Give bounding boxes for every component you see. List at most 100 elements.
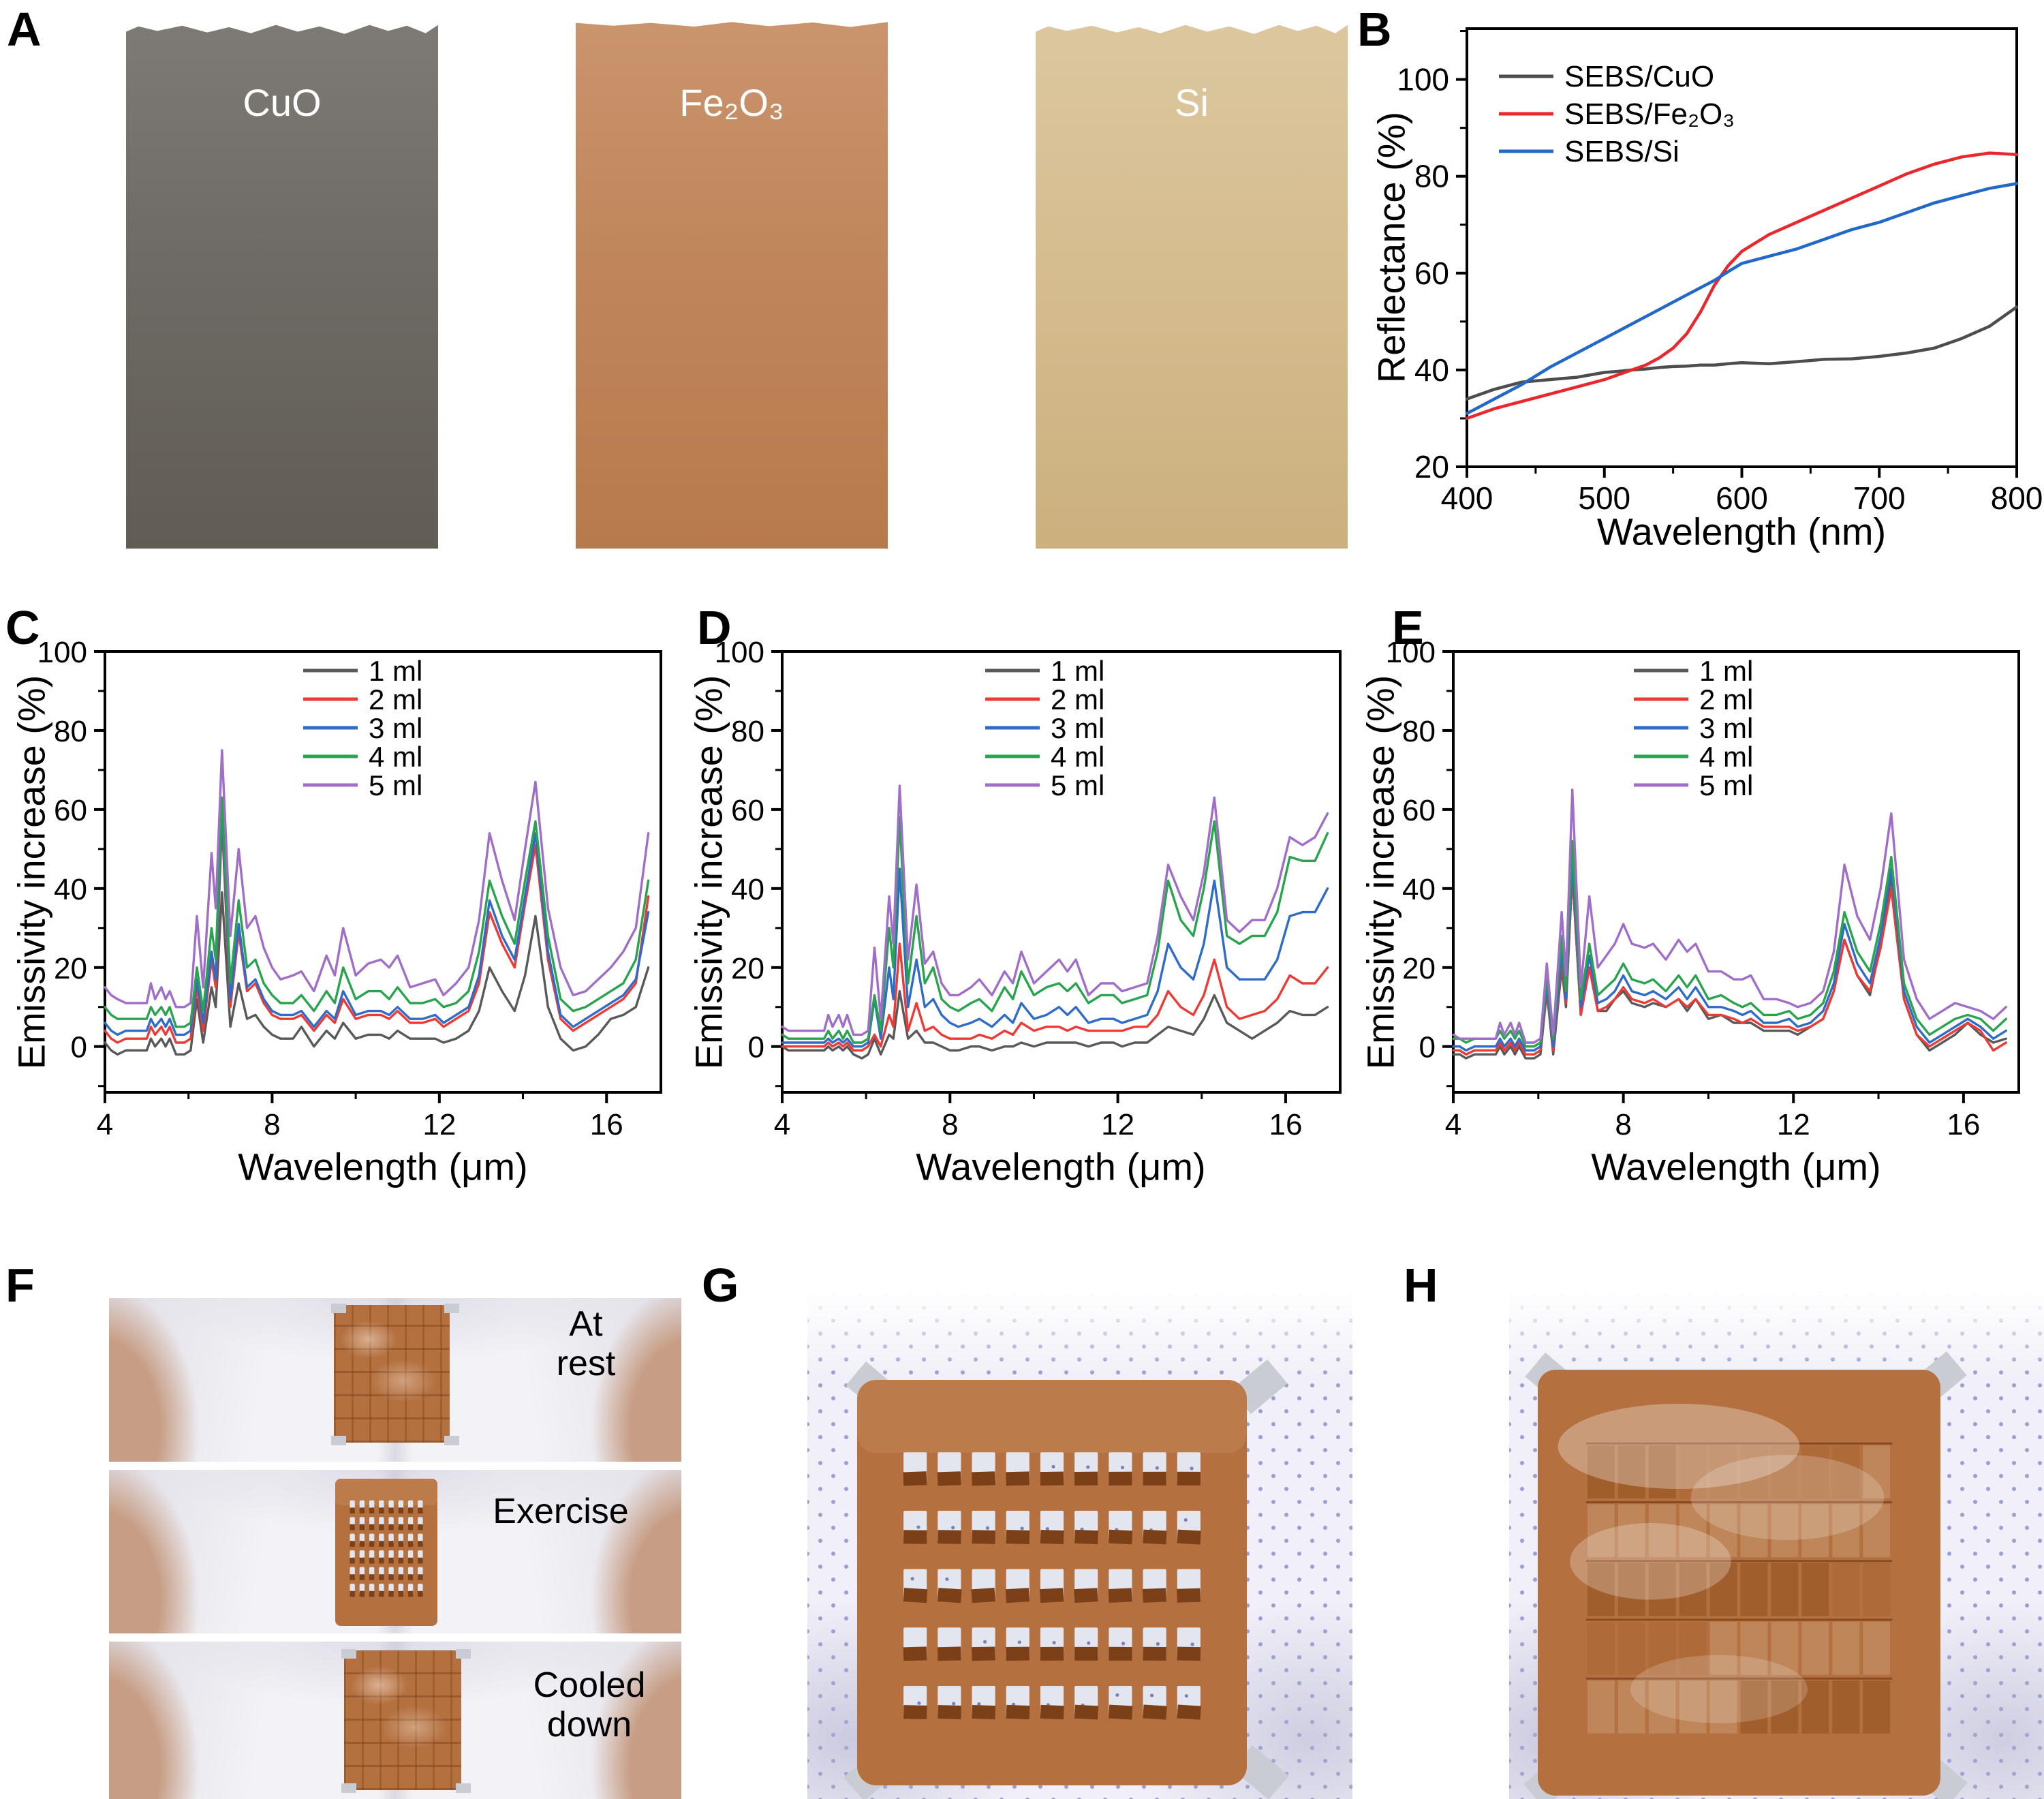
open-flap	[378, 1590, 384, 1597]
legend-label: 2 ml	[1699, 683, 1753, 716]
open-flap	[1006, 1530, 1030, 1544]
x-tick-label: 400	[1441, 480, 1493, 516]
open-flap	[417, 1541, 423, 1548]
legend-label: 1 ml	[1051, 655, 1104, 687]
x-tick-label: 16	[590, 1108, 623, 1141]
open-flap	[379, 1557, 384, 1564]
series-line-SEBS/Fe₂O₃	[1465, 151, 2019, 420]
closed-flap	[1617, 1504, 1645, 1558]
open-flap	[379, 1524, 384, 1531]
open-flap	[1040, 1471, 1064, 1486]
x-tick-label: 12	[1101, 1108, 1134, 1141]
open-flap	[971, 1588, 995, 1603]
open-flap	[350, 1507, 355, 1514]
y-tick-label: 80	[1414, 159, 1449, 194]
closed-flap	[1771, 1680, 1799, 1734]
open-flap	[903, 1588, 928, 1603]
open-flap	[350, 1590, 356, 1597]
vent-patch-open	[335, 1479, 437, 1626]
open-flap	[1109, 1471, 1132, 1486]
open-flap	[1040, 1529, 1064, 1545]
x-tick-label: 16	[1947, 1108, 1980, 1141]
closed-flap	[1740, 1563, 1768, 1616]
e-x-axis-title: Wavelength (μm)	[1591, 1145, 1881, 1188]
open-flap	[1108, 1588, 1132, 1603]
chart-c: 4 8 12 16 0 20 40 60 80 100 1 ml2 ml3 ml4 ml5 ml	[37, 636, 662, 1141]
closed-flap	[1679, 1622, 1707, 1675]
x-tick-label: 4	[774, 1108, 790, 1141]
open-flap	[1040, 1588, 1064, 1603]
fabric-dot	[1051, 1464, 1055, 1469]
open-flap	[350, 1557, 356, 1564]
series-line-SEBS/CuO	[1465, 305, 2019, 401]
plot-frame	[1466, 27, 2018, 468]
y-tick-label: 40	[1402, 873, 1436, 906]
closed-flap	[1709, 1622, 1737, 1675]
y-tick-label: 20	[1414, 449, 1449, 485]
open-flap	[1040, 1646, 1064, 1661]
open-flap	[972, 1704, 996, 1720]
fabric-dot	[1121, 1642, 1126, 1646]
open-flap	[388, 1574, 394, 1580]
closed-flap	[1679, 1504, 1707, 1558]
open-flap	[379, 1574, 384, 1580]
closed-flap	[1587, 1445, 1615, 1498]
fabric-dot	[1045, 1526, 1049, 1531]
tape-corner-icon	[331, 1436, 346, 1445]
series-line-SEBS/Si	[1465, 182, 2019, 416]
y-tick-label: 80	[1402, 715, 1436, 748]
y-tick-label: 80	[731, 715, 764, 748]
closed-flap	[1587, 1563, 1615, 1616]
x-tick-label: 600	[1716, 480, 1768, 516]
open-flap	[1040, 1704, 1064, 1720]
d-x-axis-title: Wavelength (μm)	[916, 1145, 1206, 1188]
open-flap	[407, 1590, 414, 1597]
series-line-3 ml	[781, 867, 1329, 1048]
f-photo-at-rest: At rest	[109, 1298, 681, 1462]
closed-flap	[1863, 1622, 1891, 1675]
closed-flap	[1801, 1445, 1829, 1498]
closed-flap	[1587, 1504, 1615, 1558]
tape-corner-icon	[341, 1783, 356, 1793]
open-flap	[359, 1557, 365, 1564]
closed-flap	[1771, 1445, 1799, 1498]
y-tick-label: 0	[1419, 1031, 1436, 1064]
legend-label: 3 ml	[1051, 712, 1104, 744]
closed-flap	[1740, 1680, 1768, 1734]
chart-b: 400 500 600 700 800 20 40 60 80 100 SEBS/CuO SEBS/F…	[1397, 27, 2043, 516]
fabric-dot	[1190, 1642, 1194, 1646]
series-line-1 ml	[781, 989, 1329, 1060]
legend-label: 4 ml	[1699, 741, 1753, 773]
legend-label: 1 ml	[369, 655, 422, 687]
closed-flap	[1617, 1445, 1645, 1498]
legend-label: 5 ml	[1051, 769, 1104, 801]
x-tick-label: 500	[1578, 480, 1630, 516]
sample-label: Fe₂O₃	[679, 81, 784, 124]
legend-label: 3 ml	[369, 712, 422, 744]
fabric-dot	[1086, 1465, 1090, 1469]
closed-flap	[1709, 1563, 1737, 1616]
fabric-dot	[1087, 1641, 1091, 1645]
open-flap	[1143, 1471, 1166, 1486]
fabric-dot	[1017, 1640, 1021, 1644]
y-tick-label: 60	[731, 794, 764, 827]
fabric-dot	[1052, 1640, 1056, 1645]
fabric-dot	[952, 1702, 956, 1706]
f-state-label: Exercise	[493, 1491, 629, 1531]
dust-bloom	[1558, 1404, 1800, 1489]
open-flap	[417, 1524, 423, 1531]
closed-flap	[1648, 1504, 1676, 1558]
open-flap	[369, 1507, 375, 1513]
f-photo-cooled-down: Cooled down	[109, 1642, 681, 1799]
x-tick-label: 800	[1991, 480, 2043, 516]
open-flap	[1143, 1529, 1167, 1545]
fabric-dot	[945, 1577, 949, 1581]
sample-label: Si	[1175, 81, 1209, 124]
closed-flap	[1679, 1445, 1707, 1498]
y-tick-label: 20	[731, 952, 764, 985]
open-flap	[407, 1541, 414, 1548]
closed-flap	[1771, 1504, 1799, 1558]
h-photo-patch-closed	[1509, 1295, 2044, 1799]
panel-label-d: D	[697, 601, 732, 654]
open-flap	[1006, 1471, 1029, 1486]
